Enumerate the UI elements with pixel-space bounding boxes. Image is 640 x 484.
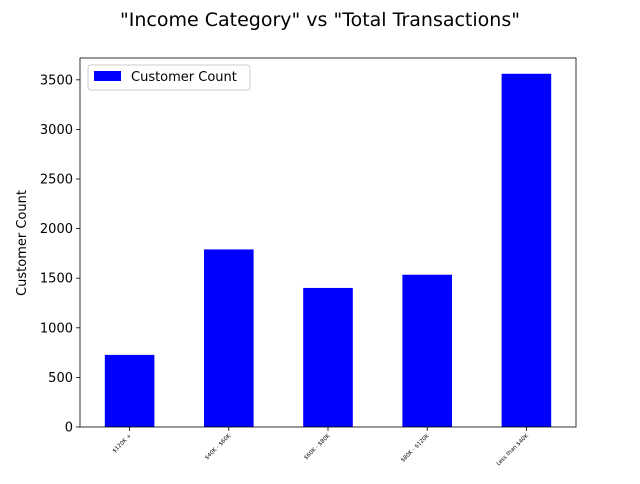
y-tick-label: 3500 xyxy=(40,73,73,88)
y-tick-label: 3000 xyxy=(40,123,73,138)
chart-title: "Income Category" vs "Total Transactions… xyxy=(120,9,520,31)
bar xyxy=(204,249,254,427)
legend-swatch xyxy=(94,71,121,81)
plot-area: $120K + $40K - $60K $60K - $80K $80K - $120… xyxy=(40,57,577,467)
y-tick-label: 1500 xyxy=(40,272,73,287)
y-tick-label: 2000 xyxy=(40,222,73,237)
axes-frame xyxy=(79,57,577,428)
bar xyxy=(104,354,155,427)
legend-label: Customer Count xyxy=(131,70,237,85)
y-tick-label: 500 xyxy=(48,371,73,386)
y-tick-label: 1000 xyxy=(40,321,73,336)
bar xyxy=(303,287,353,427)
y-axis-label: Customer Count xyxy=(15,190,30,296)
bar xyxy=(402,274,452,427)
bar xyxy=(501,73,552,428)
y-tick-label: 2500 xyxy=(40,173,73,188)
y-tick-label: 0 xyxy=(65,421,73,436)
legend-box xyxy=(87,64,251,91)
